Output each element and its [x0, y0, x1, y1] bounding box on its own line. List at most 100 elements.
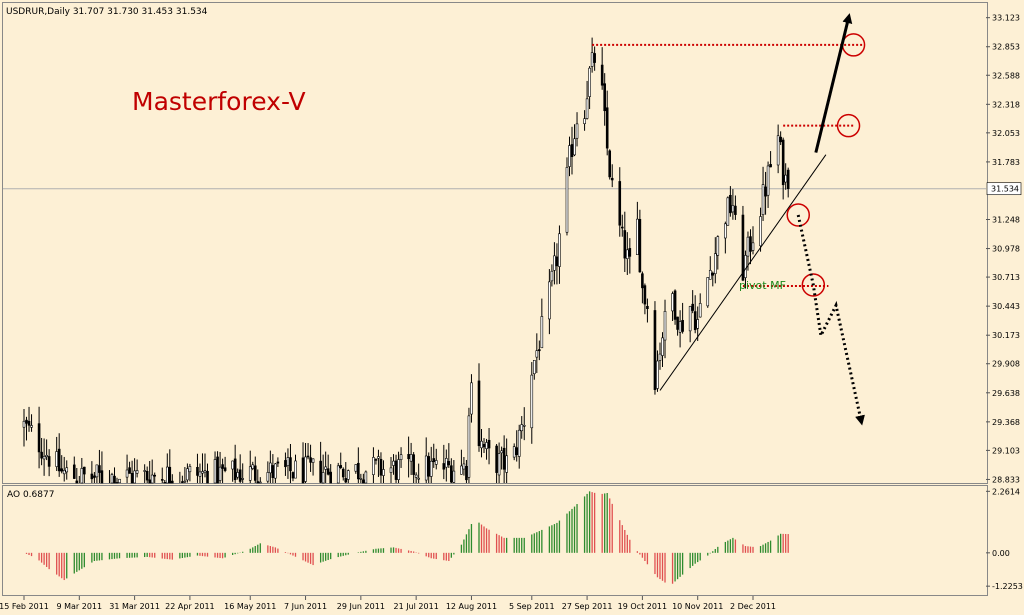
candle-body [716, 236, 720, 256]
bearish-scenario-path [796, 214, 865, 426]
price-tick-label: 29.638 [992, 389, 1020, 398]
candle-body [603, 83, 606, 112]
candle-body [573, 138, 576, 156]
candle-body [223, 467, 227, 471]
price-tick-label: 29.908 [992, 360, 1020, 369]
candle-body [565, 167, 569, 233]
candle-body [294, 460, 297, 479]
candle-body [550, 270, 554, 282]
candle-body [676, 316, 679, 330]
candle-body [168, 466, 172, 484]
candle-body [188, 466, 192, 473]
candle-body [465, 466, 468, 481]
candle-body [357, 462, 360, 480]
candle-body [389, 467, 393, 473]
candle-body [153, 474, 157, 477]
candle-body [442, 463, 446, 470]
date-tick-label: 31 Mar 2011 [109, 602, 160, 611]
candle-body [779, 136, 782, 143]
candle-body [379, 458, 383, 476]
candle-body [744, 255, 747, 278]
candle-body [786, 169, 790, 190]
candle-body [399, 454, 403, 460]
candle-body [555, 256, 559, 267]
candle-body [306, 455, 310, 458]
candle-body [761, 184, 765, 215]
candle-body [284, 460, 287, 468]
price-tick-label: 30.443 [992, 302, 1020, 311]
candle-body [216, 456, 219, 484]
candle-body [115, 482, 119, 484]
candle-body [98, 465, 101, 473]
candle-body [113, 475, 116, 484]
candle-body [620, 226, 624, 229]
price-tick-label: 29.368 [992, 418, 1020, 427]
candle-body [213, 459, 217, 484]
candle-body [731, 205, 735, 213]
candle-body [145, 470, 149, 481]
candle-body [163, 482, 167, 484]
candle-body [341, 468, 345, 478]
date-tick-label: 2 Dec 2011 [730, 602, 776, 611]
candle-body [605, 107, 609, 149]
candle-body [95, 464, 99, 478]
candle-body [538, 349, 541, 352]
price-tick-label: 32.588 [992, 71, 1020, 80]
candle-body [600, 64, 604, 86]
symbol-info: USDRUR,Daily 31.707 31.730 31.453 31.534 [6, 7, 208, 17]
candle-body [540, 316, 544, 349]
candle-body [588, 67, 591, 97]
candle-body [711, 272, 715, 276]
candle-body [691, 303, 694, 311]
candle-body [65, 467, 69, 473]
price-tick-label: 32.318 [992, 100, 1020, 109]
candle-body [201, 471, 204, 474]
candle-body [661, 337, 664, 356]
candle-body [62, 470, 66, 475]
price-tick-label: 30.173 [992, 331, 1020, 340]
candle-body [354, 464, 358, 472]
candle-body [698, 303, 702, 318]
candle-body [497, 453, 501, 476]
candle-body [133, 470, 136, 484]
date-tick-label: 7 Jun 2011 [284, 602, 327, 611]
candle-body [708, 270, 712, 280]
date-tick-label: 16 May 2011 [224, 602, 276, 611]
candle-body [653, 310, 657, 390]
candle-body [585, 98, 589, 119]
candle-body [460, 465, 463, 475]
candle-body [626, 249, 629, 259]
candle-body [477, 380, 481, 447]
candle-body [90, 473, 94, 480]
candle-body [160, 479, 164, 481]
candle-body [656, 360, 659, 389]
candle-body [392, 460, 395, 466]
candle-body [256, 481, 260, 484]
candle-body [324, 466, 327, 470]
candle-body [236, 472, 239, 478]
candle-body [274, 463, 277, 479]
candle-body [480, 440, 483, 449]
candle-body [445, 458, 448, 468]
candle-body [183, 480, 187, 483]
price-tick-label: 31.783 [992, 158, 1020, 167]
candle-body [42, 455, 46, 460]
candle-body [321, 472, 325, 484]
candle-body [409, 454, 413, 462]
date-tick-label: 12 Aug 2011 [446, 602, 497, 611]
candle-body [372, 457, 375, 475]
candle-body [362, 479, 365, 484]
candle-body [729, 194, 732, 214]
candle-body [382, 469, 385, 476]
candle-body [269, 462, 272, 474]
candle-body [301, 457, 305, 484]
date-tick-label: 9 Mar 2011 [56, 602, 102, 611]
candle-body [641, 273, 644, 289]
candle-body [40, 451, 43, 459]
candle-body [673, 290, 677, 320]
candle-body [548, 281, 551, 320]
candle-body [766, 165, 770, 196]
candle-body [532, 359, 536, 375]
candle-body [221, 464, 224, 469]
